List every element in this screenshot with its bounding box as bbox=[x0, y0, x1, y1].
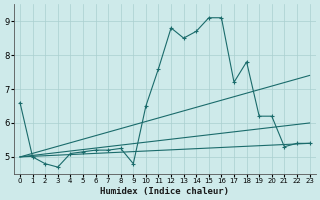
X-axis label: Humidex (Indice chaleur): Humidex (Indice chaleur) bbox=[100, 187, 229, 196]
